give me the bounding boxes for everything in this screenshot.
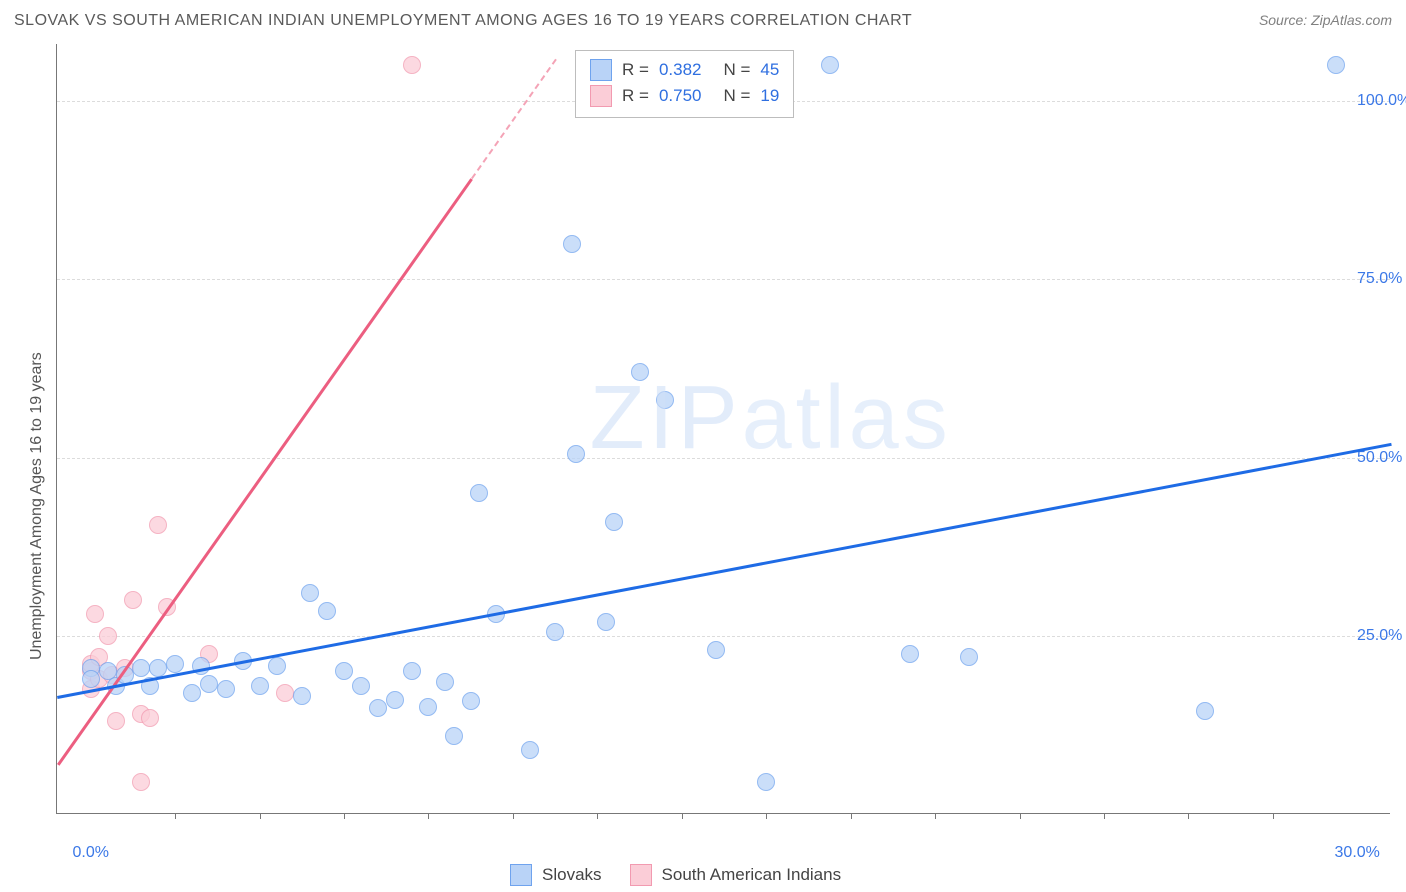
data-point-slovaks [1196, 702, 1214, 720]
stats-row-slovaks: R = 0.382 N = 45 [590, 57, 779, 83]
x-tick [851, 813, 852, 819]
gridline [57, 458, 1390, 459]
x-tick [344, 813, 345, 819]
x-tick [682, 813, 683, 819]
data-point-slovaks [251, 677, 269, 695]
data-point-slovaks [563, 235, 581, 253]
swatch-pink-icon [590, 85, 612, 107]
data-point-slovaks [82, 670, 100, 688]
n-value-sai: 19 [760, 83, 779, 109]
x-tick-label: 0.0% [73, 844, 109, 862]
data-point-sai [107, 712, 125, 730]
data-point-sai [141, 709, 159, 727]
data-point-slovaks [707, 641, 725, 659]
data-point-slovaks [605, 513, 623, 531]
data-point-slovaks [200, 675, 218, 693]
series-legend: Slovaks South American Indians [510, 864, 841, 886]
data-point-slovaks [268, 657, 286, 675]
n-value-slovaks: 45 [760, 57, 779, 83]
data-point-slovaks [1327, 56, 1345, 74]
data-point-slovaks [386, 691, 404, 709]
data-point-slovaks [546, 623, 564, 641]
x-tick [766, 813, 767, 819]
legend-item-sai: South American Indians [630, 864, 842, 886]
data-point-slovaks [757, 773, 775, 791]
data-point-sai [132, 773, 150, 791]
data-point-slovaks [445, 727, 463, 745]
data-point-sai [124, 591, 142, 609]
data-point-slovaks [132, 659, 150, 677]
data-point-sai [403, 56, 421, 74]
data-point-slovaks [301, 584, 319, 602]
gridline [57, 636, 1390, 637]
legend-label-sai: South American Indians [662, 865, 842, 885]
data-point-slovaks [656, 391, 674, 409]
y-axis-label: Unemployment Among Ages 16 to 19 years [28, 352, 46, 660]
r-value-slovaks: 0.382 [659, 57, 702, 83]
y-tick-label: 25.0% [1357, 627, 1402, 645]
data-point-slovaks [335, 662, 353, 680]
data-point-slovaks [960, 648, 978, 666]
data-point-slovaks [293, 687, 311, 705]
data-point-slovaks [470, 484, 488, 502]
data-point-slovaks [149, 659, 167, 677]
swatch-blue-icon [590, 59, 612, 81]
x-tick [1273, 813, 1274, 819]
data-point-slovaks [597, 613, 615, 631]
data-point-slovaks [352, 677, 370, 695]
x-tick [935, 813, 936, 819]
data-point-slovaks [567, 445, 585, 463]
trend-line [471, 58, 557, 179]
data-point-slovaks [217, 680, 235, 698]
data-point-slovaks [436, 673, 454, 691]
data-point-slovaks [419, 698, 437, 716]
legend-item-slovaks: Slovaks [510, 864, 602, 886]
chart-title: SLOVAK VS SOUTH AMERICAN INDIAN UNEMPLOY… [14, 12, 912, 30]
stats-row-sai: R = 0.750 N = 19 [590, 83, 779, 109]
gridline [57, 279, 1390, 280]
x-tick [260, 813, 261, 819]
y-tick-label: 75.0% [1357, 270, 1402, 288]
x-tick-label: 30.0% [1335, 844, 1380, 862]
data-point-slovaks [462, 692, 480, 710]
y-tick-label: 100.0% [1357, 92, 1406, 110]
data-point-slovaks [821, 56, 839, 74]
x-tick [175, 813, 176, 819]
correlation-stats-box: R = 0.382 N = 45 R = 0.750 N = 19 [575, 50, 794, 118]
data-point-slovaks [403, 662, 421, 680]
r-value-sai: 0.750 [659, 83, 702, 109]
x-tick [1020, 813, 1021, 819]
data-point-slovaks [183, 684, 201, 702]
data-point-slovaks [631, 363, 649, 381]
swatch-blue-icon [510, 864, 532, 886]
source-label: Source: ZipAtlas.com [1259, 12, 1392, 28]
data-point-sai [86, 605, 104, 623]
legend-label-slovaks: Slovaks [542, 865, 602, 885]
x-tick [597, 813, 598, 819]
scatter-plot: 25.0%50.0%75.0%100.0%0.0%30.0% [56, 44, 1390, 814]
x-tick [428, 813, 429, 819]
data-point-slovaks [901, 645, 919, 663]
data-point-slovaks [369, 699, 387, 717]
data-point-slovaks [166, 655, 184, 673]
x-tick [1188, 813, 1189, 819]
x-tick [1104, 813, 1105, 819]
data-point-slovaks [318, 602, 336, 620]
data-point-sai [149, 516, 167, 534]
x-tick [513, 813, 514, 819]
data-point-slovaks [521, 741, 539, 759]
y-tick-label: 50.0% [1357, 449, 1402, 467]
data-point-sai [99, 627, 117, 645]
swatch-pink-icon [630, 864, 652, 886]
data-point-sai [276, 684, 294, 702]
